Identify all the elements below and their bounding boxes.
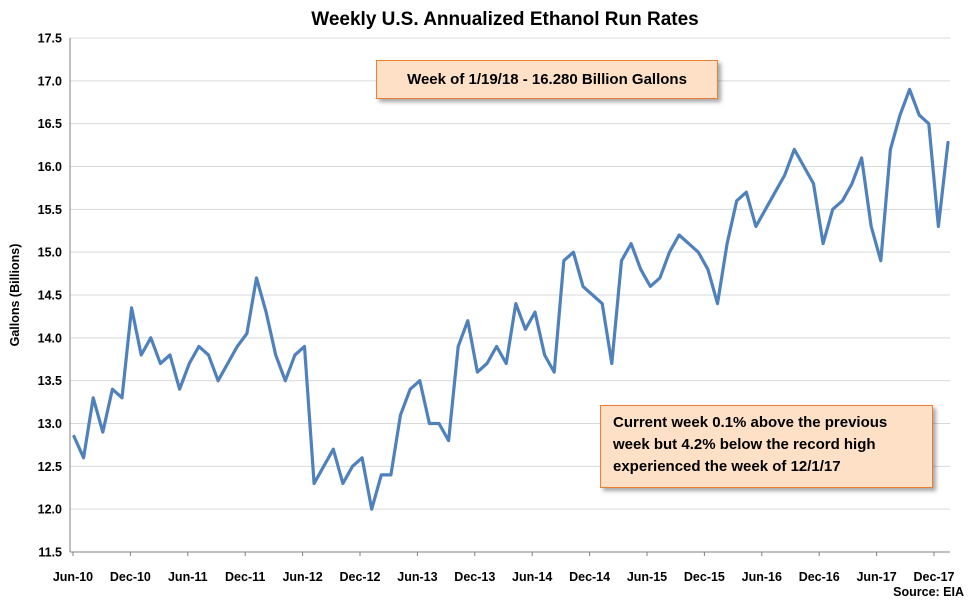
x-tick-label: Dec-13	[454, 570, 495, 584]
x-tick-label: Dec-15	[684, 570, 725, 584]
y-tick-label: 13.0	[38, 417, 62, 431]
source-note: Source: EIA	[893, 585, 964, 599]
y-tick-label: 16.5	[38, 117, 62, 131]
y-tick-labels: 11.5 12.0 12.5 13.0 13.5 14.0 14.5 15.0 15.5 16.0…	[38, 32, 62, 560]
series-line-ethanol-run-rate	[72, 87, 950, 511]
x-tick-label: Dec-14	[569, 570, 610, 584]
x-tick-label: Dec-10	[110, 570, 151, 584]
y-tick-label: 15.5	[38, 203, 62, 217]
x-tick-label: Jun-16	[742, 570, 782, 584]
callout-comparison: Current week 0.1% above the previous wee…	[600, 405, 933, 488]
y-tick-label: 11.5	[38, 546, 62, 560]
x-tick-label: Jun-11	[168, 570, 208, 584]
x-tick-label: Dec-11	[225, 570, 265, 584]
x-tick-label: Dec-12	[340, 570, 381, 584]
y-tick-label: 12.0	[38, 503, 62, 517]
y-tick-label: 16.0	[38, 160, 62, 174]
y-tick-label: 13.5	[38, 374, 62, 388]
x-tick-label: Jun-12	[282, 570, 322, 584]
x-tick-label: Jun-10	[53, 570, 93, 584]
x-tick-label: Dec-16	[799, 570, 840, 584]
y-tick-label: 15.0	[38, 246, 62, 260]
x-tick-label: Jun-17	[856, 570, 896, 584]
y-tick-label: 17.5	[38, 32, 62, 46]
x-tick-labels: Jun-10 Dec-10 Jun-11 Dec-11 Jun-12 Dec-12 Jun-…	[53, 552, 955, 584]
callout-current-week: Week of 1/19/18 - 16.280 Billion Gallons	[376, 60, 718, 99]
y-axis-label: Gallons (Billions)	[8, 244, 22, 347]
chart-title: Weekly U.S. Annualized Ethanol Run Rates	[311, 9, 698, 30]
x-tick-label: Jun-15	[627, 570, 667, 584]
x-tick-label: Jun-14	[512, 570, 552, 584]
x-tick-label: Dec-17	[914, 570, 955, 584]
y-tick-label: 17.0	[38, 74, 62, 88]
y-tick-label: 14.0	[38, 331, 62, 345]
y-tick-label: 12.5	[38, 460, 62, 474]
x-tick-label: Jun-13	[397, 570, 437, 584]
y-tick-label: 14.5	[38, 289, 62, 303]
